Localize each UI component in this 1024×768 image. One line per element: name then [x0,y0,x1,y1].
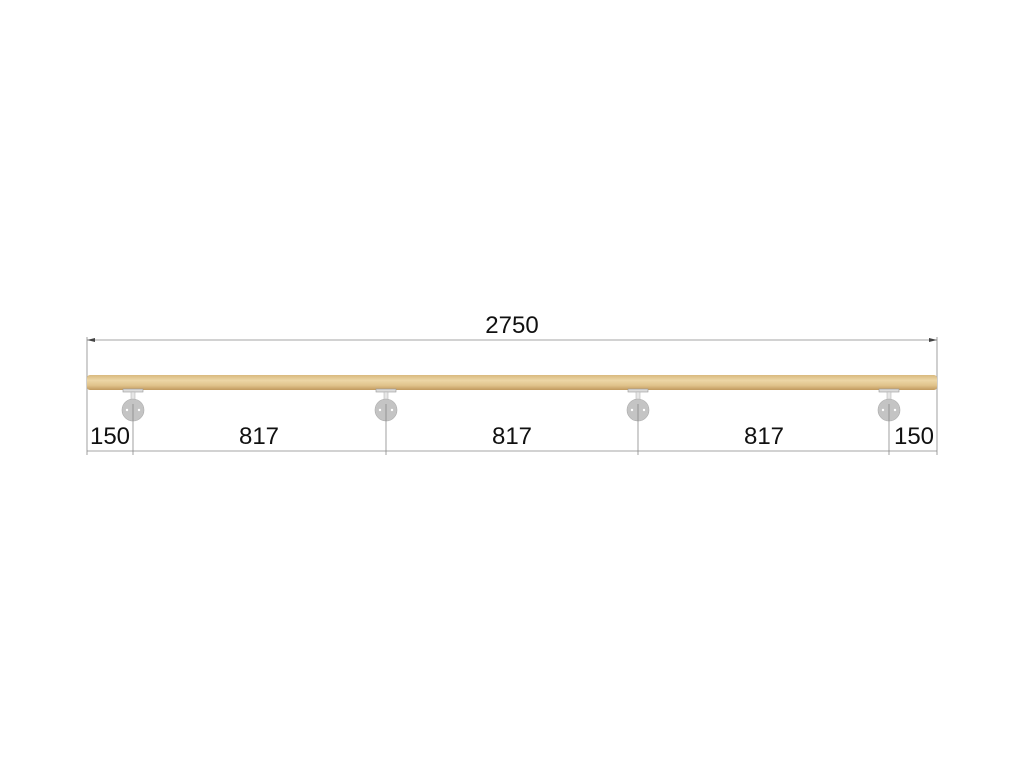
segment-label-2: 817 [239,423,279,450]
handrail-bar [87,375,937,390]
segment-dimensions [87,404,937,455]
segment-label-4: 817 [744,423,784,450]
segment-label-1: 150 [90,423,130,450]
segment-label-5: 150 [894,423,934,450]
overall-dimension: 2750 [86,312,938,455]
overall-length-label: 2750 [485,312,538,339]
segment-label-3: 817 [492,423,532,450]
